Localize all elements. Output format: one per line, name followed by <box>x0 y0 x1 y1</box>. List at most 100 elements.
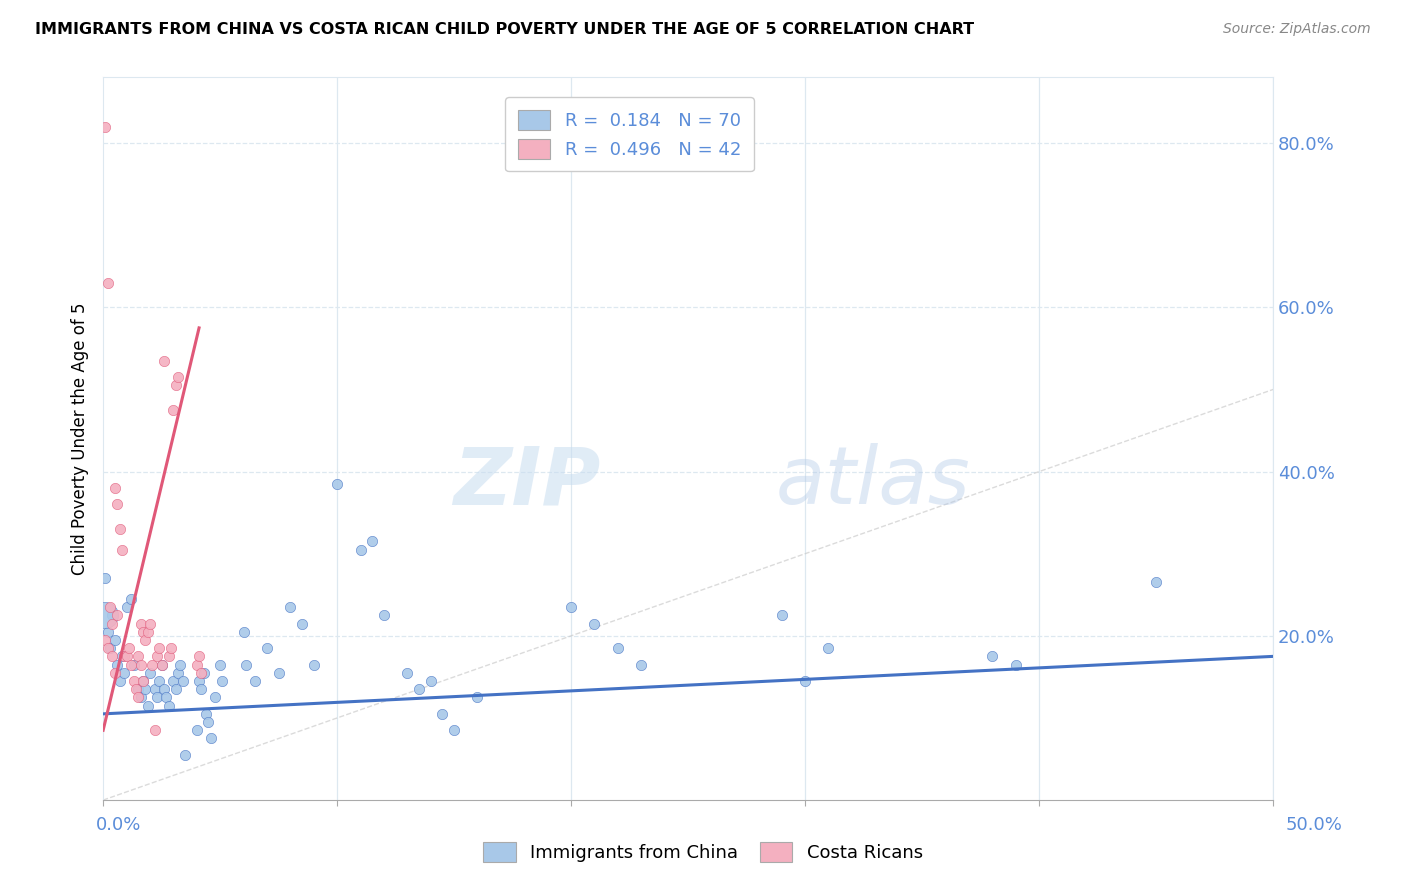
Point <box>132 624 155 639</box>
Legend: Immigrants from China, Costa Ricans: Immigrants from China, Costa Ricans <box>477 835 929 870</box>
Point <box>267 665 290 680</box>
Point <box>104 632 127 647</box>
Point <box>1144 575 1167 590</box>
Point <box>167 665 190 680</box>
Point <box>157 649 180 664</box>
Point <box>101 616 124 631</box>
Point <box>127 682 149 697</box>
Point <box>396 665 419 680</box>
Point <box>132 673 155 688</box>
Point <box>467 690 489 705</box>
Point <box>186 657 208 672</box>
Point <box>162 673 184 688</box>
Point <box>115 649 138 664</box>
Point <box>981 649 1004 664</box>
Point <box>232 624 254 639</box>
Point <box>817 641 839 656</box>
Point <box>361 534 384 549</box>
Point <box>193 665 215 680</box>
Point <box>150 657 173 672</box>
Point <box>97 276 120 290</box>
Point <box>94 632 117 647</box>
Point <box>148 641 170 656</box>
Point <box>98 641 121 656</box>
Point <box>153 682 176 697</box>
Point <box>120 657 142 672</box>
Point <box>188 649 211 664</box>
Point <box>211 673 233 688</box>
Text: Source: ZipAtlas.com: Source: ZipAtlas.com <box>1223 22 1371 37</box>
Point <box>127 690 149 705</box>
Point <box>118 641 141 656</box>
Point <box>235 657 257 672</box>
Point <box>134 632 156 647</box>
Point <box>1004 657 1026 672</box>
Point <box>136 698 159 713</box>
Point <box>186 723 208 738</box>
Point <box>112 649 135 664</box>
Point <box>169 657 191 672</box>
Point <box>98 600 121 615</box>
Point <box>146 690 169 705</box>
Point <box>190 682 212 697</box>
Point <box>160 641 183 656</box>
Point <box>165 682 187 697</box>
Legend: R =  0.184   N = 70, R =  0.496   N = 42: R = 0.184 N = 70, R = 0.496 N = 42 <box>505 97 754 171</box>
Point <box>111 542 134 557</box>
Point <box>172 673 194 688</box>
Point <box>120 591 142 606</box>
Point <box>94 120 117 134</box>
Point <box>108 522 131 536</box>
Point <box>129 657 152 672</box>
Point <box>794 673 817 688</box>
Point <box>165 378 187 392</box>
Point <box>326 477 349 491</box>
Point <box>101 649 124 664</box>
Point <box>105 608 128 623</box>
Point <box>122 657 145 672</box>
Point <box>104 665 127 680</box>
Point <box>153 353 176 368</box>
Point <box>188 673 211 688</box>
Point <box>770 608 793 623</box>
Point <box>97 624 120 639</box>
Point <box>97 641 120 656</box>
Point <box>125 682 148 697</box>
Point <box>141 657 163 672</box>
Point <box>132 673 155 688</box>
Point <box>111 649 134 664</box>
Point <box>155 690 177 705</box>
Text: ZIP: ZIP <box>453 443 600 521</box>
Text: 0.0%: 0.0% <box>96 816 141 834</box>
Point <box>105 498 128 512</box>
Point <box>104 481 127 495</box>
Point <box>162 403 184 417</box>
Point <box>291 616 314 631</box>
Y-axis label: Child Poverty Under the Age of 5: Child Poverty Under the Age of 5 <box>72 302 89 575</box>
Point <box>134 682 156 697</box>
Point <box>148 673 170 688</box>
Point <box>127 649 149 664</box>
Text: IMMIGRANTS FROM CHINA VS COSTA RICAN CHILD POVERTY UNDER THE AGE OF 5 CORRELATIO: IMMIGRANTS FROM CHINA VS COSTA RICAN CHI… <box>35 22 974 37</box>
Point <box>94 571 117 585</box>
Point <box>129 616 152 631</box>
Point <box>115 600 138 615</box>
Point <box>139 616 162 631</box>
Point <box>443 723 465 738</box>
Point <box>245 673 267 688</box>
Point <box>583 616 606 631</box>
Point <box>560 600 582 615</box>
Point <box>209 657 232 672</box>
Point <box>174 747 197 762</box>
Point <box>408 682 430 697</box>
Point <box>150 657 173 672</box>
Point <box>302 657 325 672</box>
Point <box>419 673 441 688</box>
Point <box>143 723 166 738</box>
Point <box>101 608 124 623</box>
Text: 50.0%: 50.0% <box>1286 816 1343 834</box>
Point <box>146 649 169 664</box>
Point <box>143 682 166 697</box>
Point <box>256 641 278 656</box>
Point <box>157 698 180 713</box>
